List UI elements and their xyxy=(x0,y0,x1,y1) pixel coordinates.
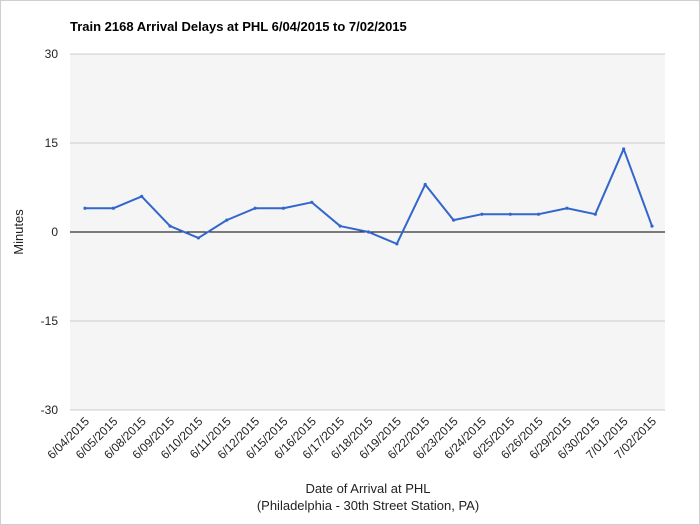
data-point xyxy=(593,212,597,216)
data-point xyxy=(622,147,626,151)
data-point xyxy=(423,182,427,187)
data-point xyxy=(111,206,115,210)
data-point xyxy=(650,224,654,228)
data-point xyxy=(565,206,569,210)
data-point xyxy=(225,218,229,222)
data-point xyxy=(338,224,342,228)
chart-title: Train 2168 Arrival Delays at PHL 6/04/20… xyxy=(70,19,407,34)
data-point xyxy=(281,206,286,210)
y-tick-labels: 30 15 0 -15 -30 xyxy=(41,47,59,417)
data-point xyxy=(196,236,200,240)
y-tick-label: 15 xyxy=(45,136,59,150)
data-point xyxy=(83,206,87,210)
data-point xyxy=(480,212,484,216)
data-point xyxy=(253,206,257,210)
data-point xyxy=(537,212,541,216)
data-point xyxy=(140,194,144,198)
data-point xyxy=(168,224,172,228)
y-tick-label: -30 xyxy=(41,403,59,417)
y-tick-label: -15 xyxy=(41,314,59,328)
y-tick-label: 0 xyxy=(51,225,58,239)
data-point xyxy=(310,200,314,204)
y-axis-title: Minutes xyxy=(11,209,26,255)
x-axis-subtitle: (Philadelphia - 30th Street Station, PA) xyxy=(257,498,479,513)
data-point xyxy=(508,212,512,216)
data-point xyxy=(366,230,371,234)
x-tick-labels: 6/04/20156/05/20156/08/20156/09/20156/10… xyxy=(44,414,659,462)
data-point xyxy=(395,242,399,246)
data-point xyxy=(451,218,456,222)
y-tick-label: 30 xyxy=(45,47,59,61)
series-points xyxy=(83,147,654,246)
x-axis-title: Date of Arrival at PHL xyxy=(306,481,431,496)
